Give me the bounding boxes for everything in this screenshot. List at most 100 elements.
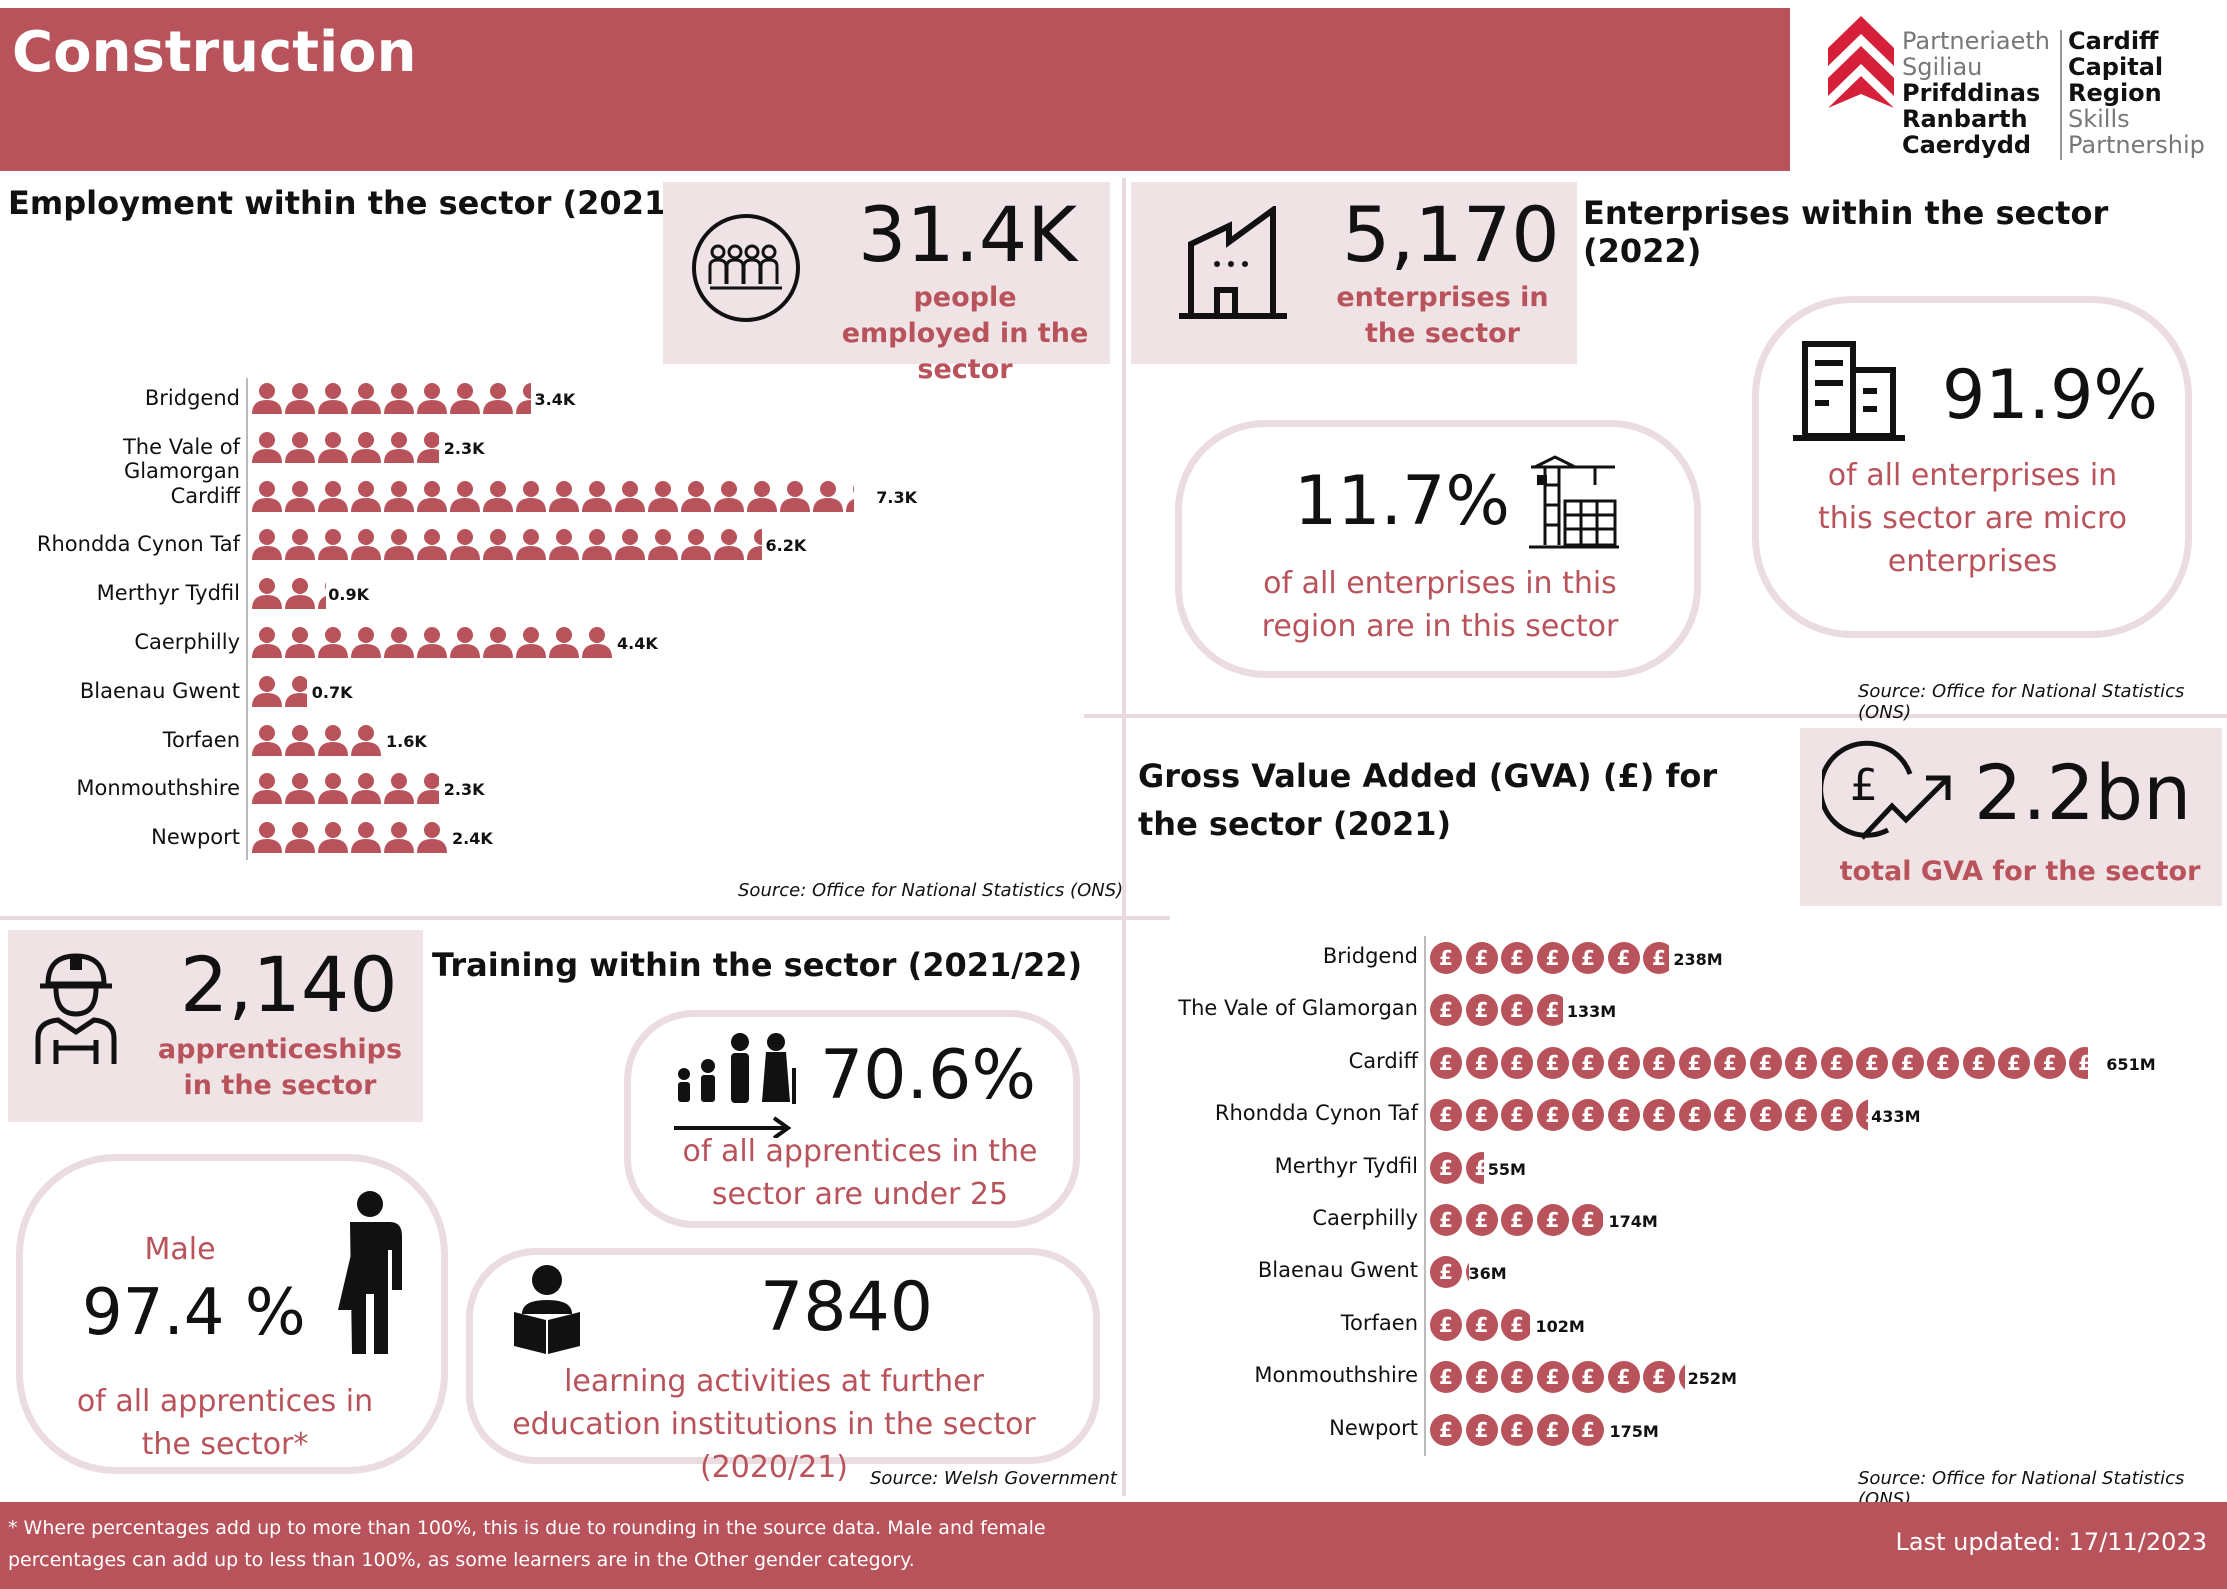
reading-person-icon xyxy=(514,1265,580,1354)
logo-english-line: Partnership xyxy=(2068,131,2205,159)
header-banner xyxy=(0,8,1790,171)
gva-kpi-value: 2.2bn xyxy=(1974,748,2192,837)
employment-person-mark xyxy=(384,383,414,414)
gva-value-label: 651M xyxy=(2106,1054,2156,1074)
employment-person-mark xyxy=(582,529,612,561)
employment-person-mark xyxy=(384,627,414,658)
employment-person-mark xyxy=(351,822,381,854)
logo-welsh-line: Ranbarth xyxy=(1902,105,2028,133)
gva-region-label: Cardiff xyxy=(1348,1048,1418,1073)
region-share-value: 11.7% xyxy=(1294,462,1511,541)
employment-person-mark xyxy=(285,773,315,805)
employment-person-mark xyxy=(384,529,414,561)
employment-person-mark xyxy=(483,529,513,561)
gva-pound-mark: £ xyxy=(1430,1046,1462,1079)
employment-value-label: 0.9K xyxy=(328,585,369,605)
employment-person-mark xyxy=(450,627,480,658)
gva-pound-mark: £ xyxy=(1820,1099,1853,1132)
gva-pound-mark: £ xyxy=(1607,1099,1640,1132)
gva-region-label: Blaenau Gwent xyxy=(1257,1258,1418,1283)
gva-pound-mark: £ xyxy=(1501,1204,1533,1236)
gva-pound-mark: £ xyxy=(1536,942,1569,974)
under25-value: 70.6% xyxy=(820,1036,1037,1115)
employment-person-mark xyxy=(417,627,447,658)
gva-pound-mark: £ xyxy=(1465,942,1498,974)
gva-pound-mark: £ xyxy=(1430,1256,1462,1289)
employment-person-mark xyxy=(318,431,348,463)
gva-value-label: 133M xyxy=(1566,1002,1617,1022)
employment-region-label: The Vale of Glamorgan xyxy=(122,434,240,483)
under25-label: of all apprentices in the sector are und… xyxy=(682,1134,1038,1212)
employment-person-mark xyxy=(318,480,348,512)
employment-person-mark xyxy=(714,529,744,561)
employment-region-label: Blaenau Gwent xyxy=(79,678,240,703)
vertical-divider xyxy=(1122,178,1126,1496)
employment-person-mark xyxy=(747,480,777,512)
employment-person-mark xyxy=(417,480,447,512)
logo-english-line: Cardiff xyxy=(2068,27,2159,55)
enterprises-title: Enterprises within the sector (2022) xyxy=(1583,194,2109,270)
chevron-logo-icon xyxy=(1828,16,1894,108)
gva-pound-mark: £ xyxy=(1501,1046,1533,1079)
region-share-label: of all enterprises in this region are in… xyxy=(1261,566,1619,644)
apprenticeships-value: 2,140 xyxy=(180,940,398,1029)
employment-person-mark xyxy=(351,773,381,805)
employment-chart-axis xyxy=(246,378,248,860)
under25-pill xyxy=(624,1010,1080,1228)
age-progression-icon xyxy=(674,1033,796,1138)
employment-person-mark xyxy=(516,480,546,512)
employment-person-mark xyxy=(714,480,744,512)
gva-pound-mark: £ xyxy=(1536,1204,1569,1236)
employment-value-label: 1.6K xyxy=(386,731,427,751)
employment-person-mark xyxy=(351,383,381,414)
gva-title: Gross Value Added (GVA) (£) for the sect… xyxy=(1138,757,1718,843)
logo-welsh-line: Partneriaeth xyxy=(1902,27,2050,55)
employment-value-label: 0.7K xyxy=(311,682,353,702)
gva-pound-mark: £ xyxy=(1572,1204,1603,1236)
employment-person-mark xyxy=(615,529,645,561)
fe-activities-label: learning activities at further education… xyxy=(512,1364,1036,1485)
employment-kpi-value: 31.4K xyxy=(858,190,1078,279)
gva-pound-mark: £ xyxy=(1501,942,1533,974)
employment-person-mark xyxy=(549,627,579,658)
employment-region-label: Bridgend xyxy=(144,386,240,410)
gva-pound-mark: £ xyxy=(1643,1099,1675,1132)
employment-person-mark xyxy=(285,627,315,658)
gva-value-label: 36M xyxy=(1468,1264,1507,1284)
gva-region-label: Rhondda Cynon Taf xyxy=(1214,1101,1418,1126)
gva-kpi-label: total GVA for the sector xyxy=(1839,856,2201,887)
employment-value-label: 7.3K xyxy=(876,487,917,507)
employment-value-label: 2.3K xyxy=(443,780,485,800)
employment-person-mark xyxy=(483,627,513,658)
employment-person-mark xyxy=(318,582,326,610)
footer-banner xyxy=(0,1502,2227,1589)
gva-pound-mark: £ xyxy=(1572,1046,1604,1079)
employment-person-mark xyxy=(318,773,348,805)
employment-person-mark xyxy=(351,480,381,512)
gva-value-label: 174M xyxy=(1608,1212,1658,1231)
gva-pound-mark: £ xyxy=(1501,1413,1533,1446)
gva-pound-mark: £ xyxy=(1465,1204,1498,1236)
gva-pound-mark: £ xyxy=(2033,1046,2066,1079)
employment-person-mark xyxy=(252,578,282,610)
gva-region-label: Newport xyxy=(1329,1415,1418,1440)
gva-pound-mark: £ xyxy=(1430,1413,1462,1446)
gva-pound-mark: £ xyxy=(1714,1046,1746,1079)
gva-pound-mark: £ xyxy=(1607,1046,1640,1079)
employment-person-mark xyxy=(252,383,282,414)
employment-person-mark xyxy=(813,480,843,512)
gva-value-label: 55M xyxy=(1487,1159,1526,1179)
gva-pound-mark: £ xyxy=(1465,1413,1498,1446)
gva-pound-mark: £ xyxy=(1678,1361,1685,1394)
logo-welsh-line: Sgiliau xyxy=(1902,53,1983,81)
gva-pound-mark: £ xyxy=(1643,1361,1675,1394)
gender-figure-icon xyxy=(338,1191,402,1354)
employment-person-mark xyxy=(450,480,480,512)
gva-pound-mark: £ xyxy=(1607,1361,1640,1394)
gva-pound-mark: £ xyxy=(1465,1361,1498,1394)
employment-region-label: Caerphilly xyxy=(134,630,240,654)
gva-pound-mark: £ xyxy=(1785,1046,1817,1079)
page-title: Construction xyxy=(12,20,417,85)
gva-pound-mark: £ xyxy=(1536,1099,1569,1132)
employment-person-mark xyxy=(417,431,439,463)
